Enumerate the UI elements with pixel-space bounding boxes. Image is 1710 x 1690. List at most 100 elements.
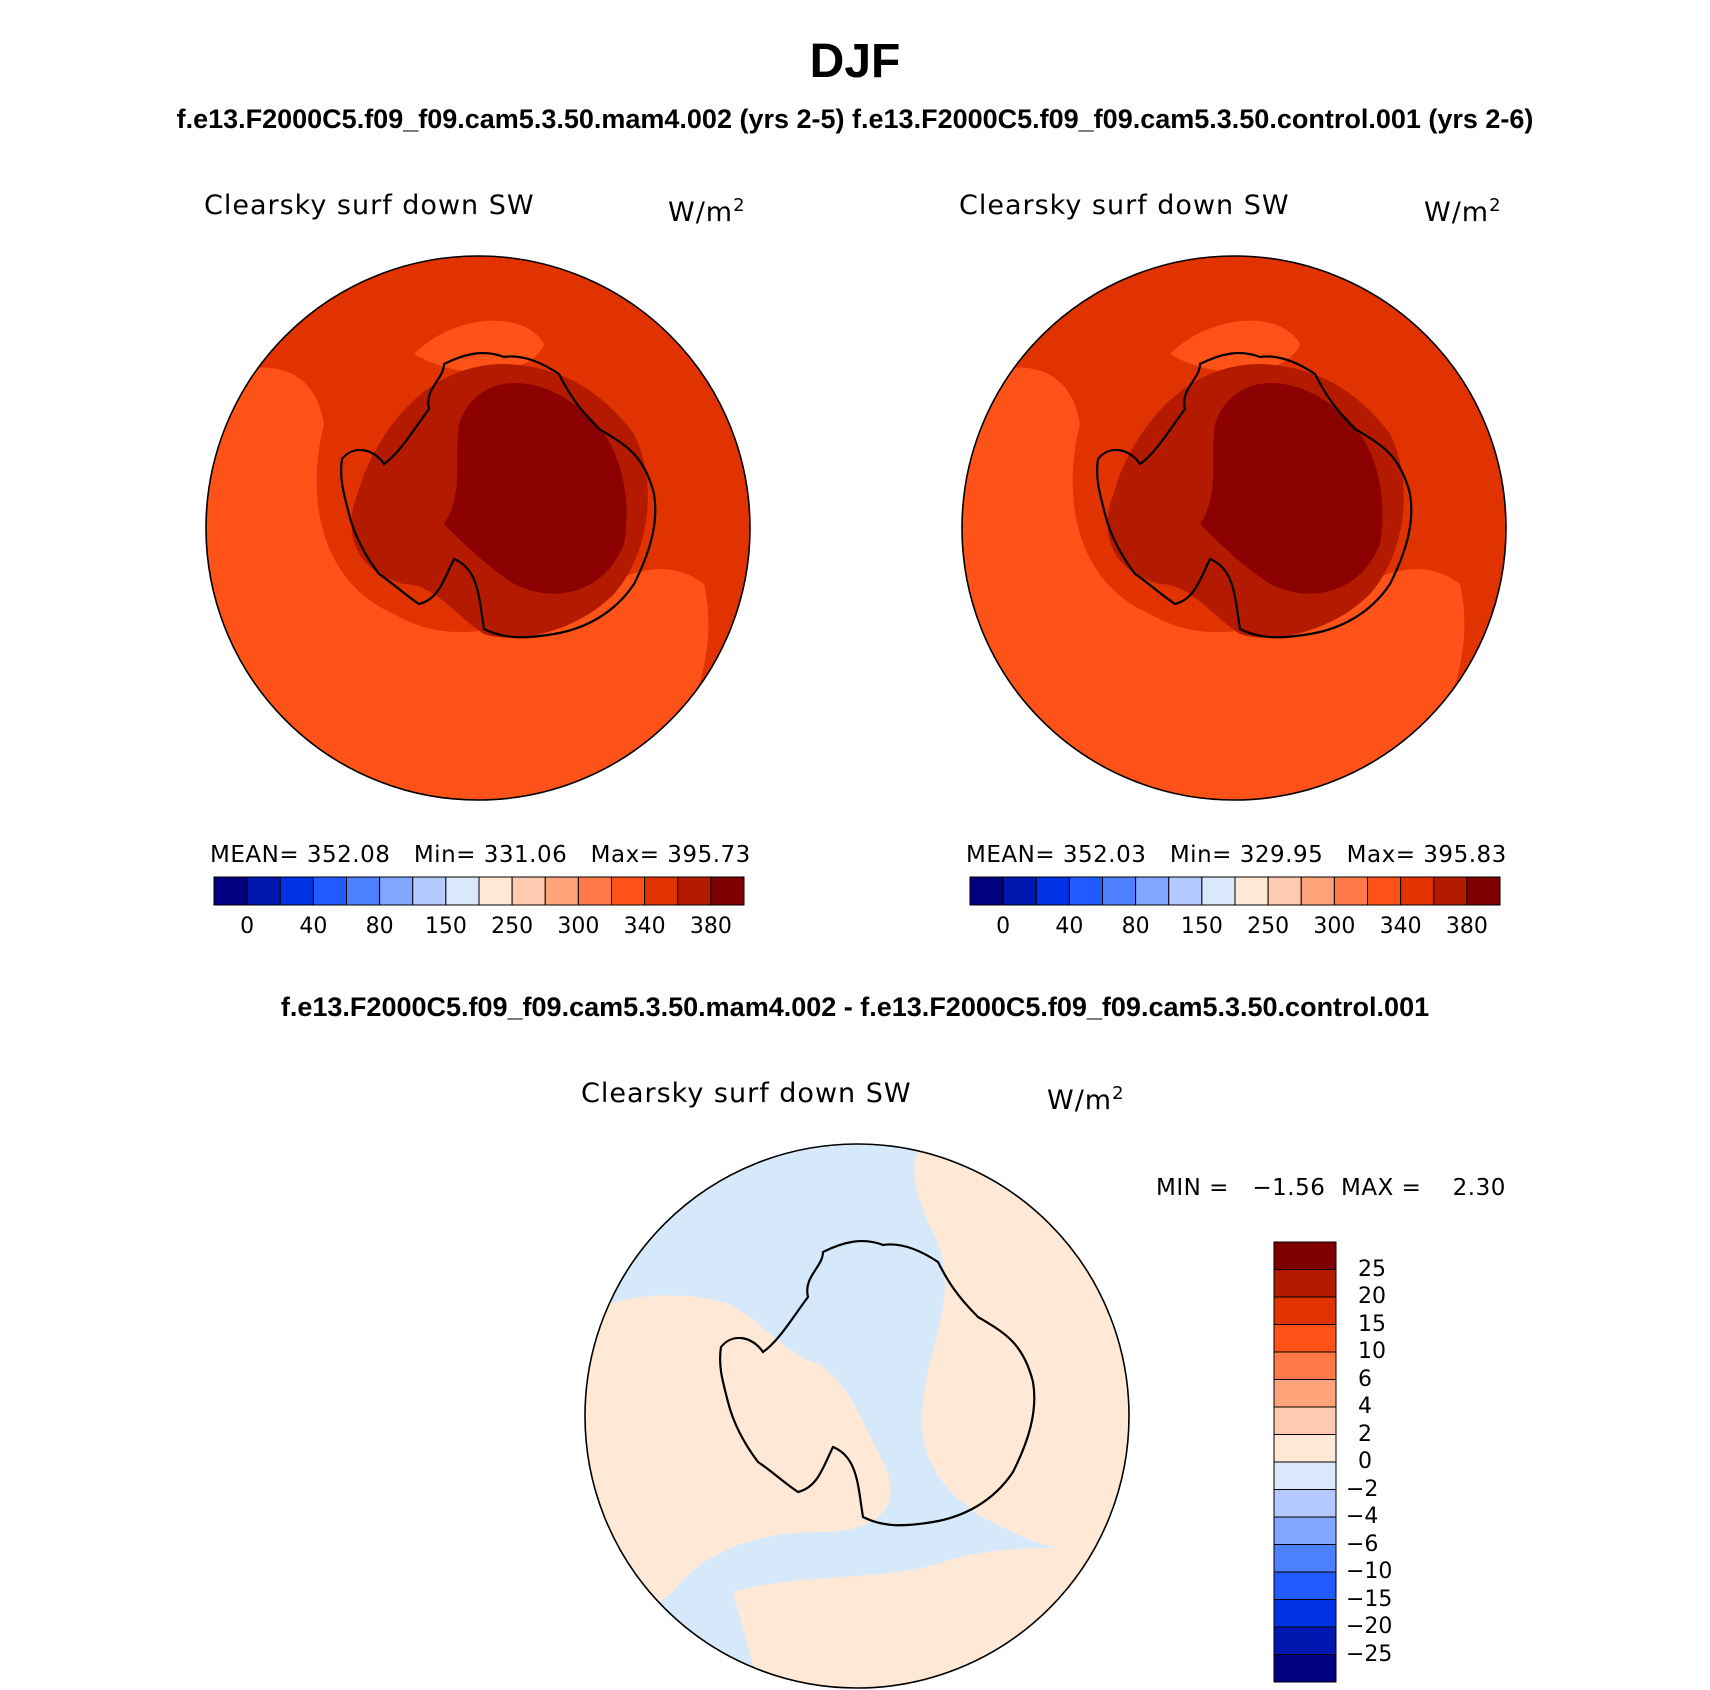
panel2-colorbar: [969, 876, 1501, 906]
colorbar-swatch: [1102, 876, 1137, 906]
colorbar-swatch: [1273, 1461, 1337, 1490]
colorbar-swatch: [1267, 876, 1302, 906]
colorbar-swatch: [1201, 876, 1236, 906]
panel2-map: [961, 255, 1507, 801]
colorbar-tick-label: 250: [1247, 914, 1290, 939]
colorbar-swatch: [379, 876, 414, 906]
colorbar-tick-label: 0: [1358, 1449, 1372, 1474]
colorbar-tick-label: 20: [1358, 1284, 1386, 1309]
colorbar-tick-label: 380: [1445, 914, 1488, 939]
colorbar-swatch: [677, 876, 712, 906]
colorbar-swatch: [1234, 876, 1269, 906]
colorbar-tick-label: 80: [1121, 914, 1150, 939]
colorbar-swatch: [1300, 876, 1335, 906]
colorbar-tick-label: 10: [1358, 1339, 1386, 1364]
panel1-stats: MEAN= 352.08 Min= 331.06 Max= 395.73: [210, 842, 751, 868]
panel2-colorbar-ticks: 0 40 80 150 250 300 340 380: [970, 914, 1500, 940]
colorbar-swatch: [1466, 876, 1501, 906]
panel1-map: [205, 255, 751, 801]
ocean-light-band: [962, 367, 1465, 800]
panel1-units: W/m2: [668, 195, 746, 228]
colorbar-swatch: [577, 876, 612, 906]
colorbar-swatch: [1273, 1241, 1337, 1270]
difference-colorbar-ticks: 25 20 15 10 6 4 2 0 −2 −4 −6 −10 −15 −20 −25: [1346, 1242, 1426, 1682]
difference-map: [584, 1143, 1130, 1689]
left-panel-case-title: f.e13.F2000C5.f09_f09.cam5.3.50.mam4.002…: [176, 104, 845, 134]
colorbar-swatch: [312, 876, 347, 906]
colorbar-swatch: [1400, 876, 1435, 906]
diff-peach-west: [585, 1295, 891, 1632]
colorbar-swatch: [969, 876, 1004, 906]
colorbar-tick-label: 4: [1358, 1394, 1372, 1419]
colorbar-tick-label: −15: [1346, 1586, 1393, 1612]
colorbar-swatch: [710, 876, 745, 906]
top-titles: f.e13.F2000C5.f09_f09.cam5.3.50.mam4.002…: [0, 102, 1710, 136]
colorbar-swatch: [1273, 1269, 1337, 1298]
colorbar-swatch: [1273, 1434, 1337, 1463]
colorbar-tick-label: −6: [1346, 1531, 1379, 1557]
colorbar-swatch: [1273, 1406, 1337, 1435]
panel3-variable-label: Clearsky surf down SW: [581, 1078, 912, 1109]
colorbar-tick-label: 150: [424, 914, 467, 939]
colorbar-tick-label: 340: [623, 914, 666, 939]
colorbar-tick-label: −20: [1346, 1614, 1393, 1639]
colorbar-swatch: [1273, 1324, 1337, 1353]
colorbar-swatch: [445, 876, 480, 906]
colorbar-swatch: [1273, 1516, 1337, 1545]
colorbar-tick-label: 0: [240, 914, 255, 939]
panel2-units: W/m2: [1424, 195, 1502, 228]
colorbar-tick-label: 15: [1358, 1311, 1386, 1337]
coastline: [340, 351, 657, 639]
ocean-light-band: [206, 367, 709, 800]
coastline: [719, 1239, 1036, 1527]
colorbar-tick-label: 80: [365, 914, 394, 939]
colorbar-swatch: [1135, 876, 1170, 906]
colorbar-swatch: [1433, 876, 1468, 906]
colorbar-swatch: [1035, 876, 1070, 906]
colorbar-tick-label: 6: [1358, 1366, 1372, 1392]
colorbar-tick-label: 2: [1358, 1421, 1372, 1447]
colorbar-tick-label: 300: [1313, 914, 1356, 939]
colorbar-swatch: [1273, 1571, 1337, 1600]
plateau: [444, 382, 627, 594]
colorbar-tick-label: 300: [557, 914, 600, 939]
colorbar-tick-label: −4: [1346, 1504, 1379, 1529]
colorbar-swatch: [1273, 1351, 1337, 1380]
colorbar-swatch: [1367, 876, 1402, 906]
colorbar-swatch: [511, 876, 546, 906]
colorbar-swatch: [544, 876, 579, 906]
colorbar-tick-label: 25: [1358, 1256, 1386, 1282]
colorbar-tick-label: 150: [1180, 914, 1223, 939]
colorbar-swatch: [279, 876, 314, 906]
colorbar-tick-label: 380: [689, 914, 732, 939]
panel1-variable-label: Clearsky surf down SW: [204, 190, 535, 221]
main-title: DJF: [809, 35, 901, 88]
colorbar-swatch: [346, 876, 381, 906]
colorbar-tick-label: −25: [1346, 1641, 1393, 1667]
colorbar-swatch: [213, 876, 248, 906]
colorbar-swatch: [1168, 876, 1203, 906]
ocean-light-patch: [1170, 320, 1300, 373]
colorbar-swatch: [1273, 1544, 1337, 1573]
colorbar-swatch: [1273, 1296, 1337, 1325]
colorbar-swatch: [478, 876, 513, 906]
difference-colorbar: [1273, 1241, 1337, 1683]
difference-stats: MIN = −1.56 MAX = 2.30: [1156, 1175, 1506, 1201]
difference-case-title: f.e13.F2000C5.f09_f09.cam5.3.50.mam4.002…: [280, 992, 1430, 1022]
right-panel-case-title: f.e13.F2000C5.f09_f09.cam5.3.50.control.…: [852, 104, 1534, 134]
colorbar-swatch: [412, 876, 447, 906]
ocean-light-patch: [414, 320, 544, 373]
colorbar-swatch: [1273, 1379, 1337, 1408]
colorbar-tick-label: −2: [1346, 1476, 1379, 1502]
colorbar-swatch: [246, 876, 281, 906]
colorbar-tick-label: 40: [1055, 914, 1084, 939]
colorbar-tick-label: 0: [996, 914, 1011, 939]
colorbar-swatch: [1068, 876, 1103, 906]
colorbar-swatch: [1333, 876, 1368, 906]
colorbar-swatch: [1273, 1489, 1337, 1518]
panel1-colorbar-ticks: 0 40 80 150 250 300 340 380: [214, 914, 744, 940]
colorbar-swatch: [1273, 1599, 1337, 1628]
panel3-units: W/m2: [1047, 1083, 1125, 1116]
colorbar-swatch: [1273, 1654, 1337, 1683]
panel1-colorbar: [213, 876, 745, 906]
